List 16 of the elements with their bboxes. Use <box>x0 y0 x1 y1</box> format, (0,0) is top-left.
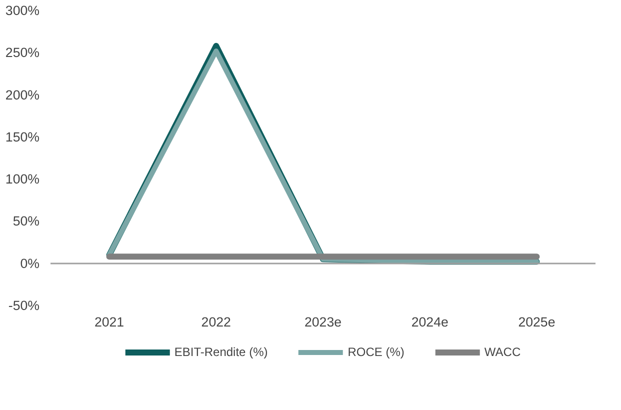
y-tick-label: 150% <box>5 129 40 144</box>
y-tick-label: 300% <box>5 3 40 18</box>
y-tick-label: 50% <box>12 214 40 229</box>
x-tick-label: 2023e <box>304 314 342 330</box>
y-tick-label: 0% <box>20 256 40 271</box>
y-tick-label: 200% <box>5 87 40 102</box>
x-tick-label: 2025e <box>518 314 556 330</box>
legend-label: EBIT-Rendite (%) <box>174 344 268 358</box>
legend-label: ROCE (%) <box>348 344 404 358</box>
legend-label: WACC <box>484 344 521 358</box>
y-tick-label: 250% <box>5 45 40 60</box>
y-tick-label: 100% <box>5 172 40 187</box>
x-tick-label: 2022 <box>201 314 231 330</box>
x-tick-label: 2021 <box>94 314 124 330</box>
y-tick-label: -50% <box>8 298 40 313</box>
x-tick-label: 2024e <box>411 314 448 330</box>
